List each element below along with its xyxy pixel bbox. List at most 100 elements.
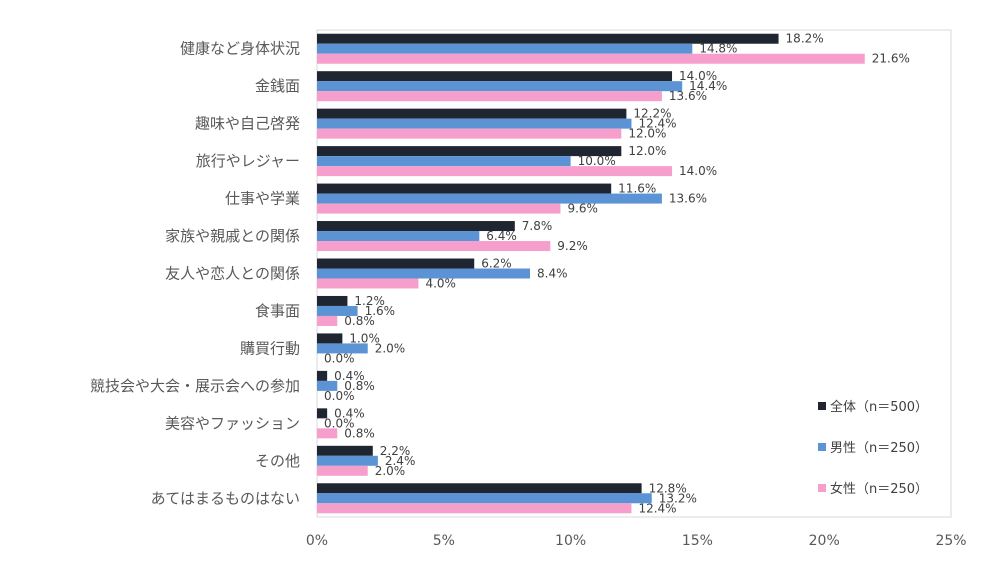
bar — [317, 146, 622, 157]
bar — [317, 295, 348, 306]
bar — [317, 166, 673, 177]
bar — [317, 43, 693, 54]
bar — [317, 156, 571, 167]
bar — [317, 343, 368, 354]
legend-label: 男性（n＝250） — [830, 441, 928, 456]
bar — [317, 268, 531, 279]
category-label: あてはまるものはない — [151, 489, 300, 507]
data-label: 2.0% — [375, 464, 406, 478]
category-label: 友人や恋人との関係 — [165, 265, 300, 283]
legend-swatch — [818, 443, 826, 451]
bar — [317, 108, 627, 119]
data-label: 12.0% — [628, 127, 666, 141]
x-tick-label: 5% — [433, 533, 455, 549]
data-label: 12.0% — [628, 144, 666, 158]
category-label: 仕事や学業 — [225, 190, 300, 208]
data-label: 4.0% — [425, 277, 456, 291]
data-label: 9.6% — [567, 202, 598, 216]
data-label: 13.2% — [659, 491, 697, 505]
data-label: 7.8% — [522, 219, 553, 233]
data-label: 0.4% — [334, 369, 365, 383]
data-label: 1.0% — [349, 331, 380, 345]
data-label: 0.8% — [344, 426, 375, 440]
bar — [317, 33, 779, 44]
data-label: 14.0% — [679, 69, 717, 83]
bar — [317, 380, 338, 391]
bar — [317, 91, 662, 102]
category-label: 食事面 — [255, 302, 300, 320]
x-tick-label: 20% — [809, 533, 840, 549]
data-label: 1.6% — [365, 304, 396, 318]
x-tick-label: 15% — [682, 533, 713, 549]
data-label: 0.8% — [344, 379, 375, 393]
category-label: その他 — [255, 452, 300, 470]
bar — [317, 81, 683, 92]
bar — [317, 483, 642, 494]
data-label: 14.4% — [689, 79, 727, 93]
bar — [317, 370, 328, 381]
legend-label: 全体（n＝500） — [830, 399, 928, 415]
bar — [317, 258, 475, 269]
data-label: 11.6% — [618, 182, 656, 196]
category-label: 旅行やレジャー — [196, 152, 300, 170]
legend-swatch — [818, 402, 826, 410]
data-label: 6.2% — [481, 257, 512, 271]
category-label: 競技会や大会・展示会への参加 — [90, 377, 300, 395]
bar — [317, 118, 632, 129]
bar — [317, 455, 378, 466]
data-label: 12.2% — [633, 107, 671, 121]
category-label: 健康など身体状況 — [180, 40, 300, 58]
bar — [317, 493, 652, 504]
x-tick-label: 0% — [306, 533, 328, 549]
bar — [317, 221, 515, 232]
data-label: 0.4% — [334, 406, 365, 420]
data-label: 9.2% — [557, 239, 588, 253]
bar — [317, 333, 343, 344]
bar — [317, 278, 419, 289]
data-label: 2.4% — [385, 454, 416, 468]
data-label: 21.6% — [872, 52, 910, 66]
bar — [317, 53, 865, 64]
data-label: 12.4% — [638, 501, 676, 515]
x-tick-label: 25% — [935, 533, 966, 549]
legend-label: 女性（n＝250） — [830, 481, 928, 497]
data-label: 0.0% — [324, 389, 355, 403]
bar — [317, 503, 632, 514]
data-label: 18.2% — [786, 32, 824, 46]
data-label: 12.8% — [649, 481, 687, 495]
category-label: 家族や親戚との関係 — [165, 227, 300, 245]
bar — [317, 193, 662, 204]
bar — [317, 315, 338, 326]
bar — [317, 445, 373, 456]
data-label: 8.4% — [537, 267, 568, 281]
data-label: 0.0% — [324, 416, 355, 430]
category-label: 購買行動 — [240, 339, 300, 357]
data-label: 2.0% — [375, 341, 406, 355]
data-label: 14.0% — [679, 164, 717, 178]
bar — [317, 428, 338, 439]
bar — [317, 128, 622, 139]
x-tick-label: 10% — [555, 533, 586, 549]
data-label: 13.6% — [669, 89, 707, 103]
bar — [317, 71, 673, 82]
data-label: 12.4% — [638, 117, 676, 131]
bar — [317, 408, 328, 419]
bar — [317, 305, 358, 316]
data-label: 1.2% — [354, 294, 385, 308]
data-label: 13.6% — [669, 192, 707, 206]
bar — [317, 231, 480, 242]
data-label: 0.0% — [324, 351, 355, 365]
category-label: 趣味や自己啓発 — [195, 115, 300, 133]
category-label: 美容やファッション — [165, 414, 300, 432]
bar — [317, 241, 551, 252]
bar — [317, 465, 368, 476]
data-label: 6.4% — [486, 229, 516, 243]
bar — [317, 183, 612, 194]
category-label: 金銭面 — [255, 77, 300, 95]
data-label: 14.8% — [699, 42, 737, 56]
legend-swatch — [818, 484, 826, 492]
bar — [317, 203, 561, 214]
data-label: 0.8% — [344, 314, 375, 328]
data-label: 10.0% — [578, 154, 616, 168]
